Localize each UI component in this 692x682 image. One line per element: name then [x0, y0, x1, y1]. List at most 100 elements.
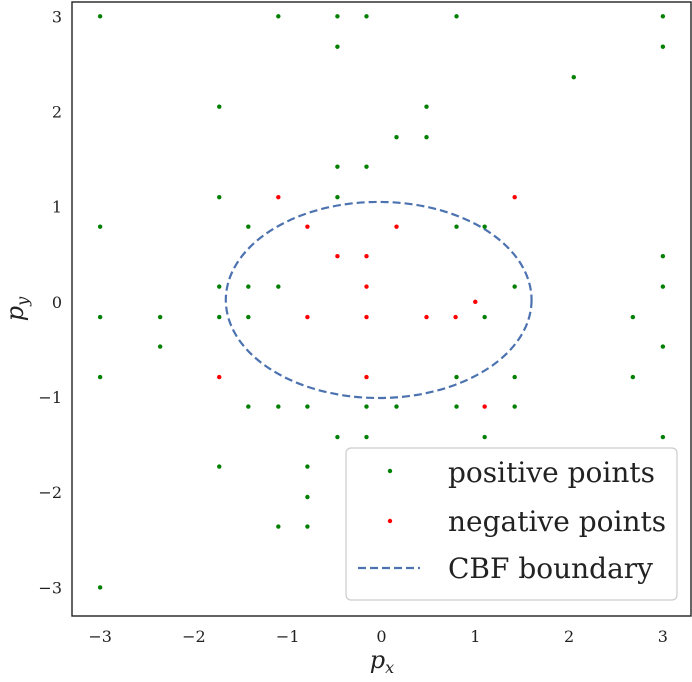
- positive-point: [660, 434, 666, 440]
- positive-point: [394, 404, 399, 409]
- positive-point: [512, 404, 517, 409]
- positive-point: [482, 314, 487, 320]
- positive-point: [512, 284, 517, 289]
- y-tick-labels: −3 −2 −1 0 1 2 3: [38, 7, 62, 597]
- x-axis-label-sub: x: [385, 658, 394, 677]
- positive-point: [217, 194, 222, 200]
- negative-point: [217, 374, 222, 380]
- positive-point: [571, 75, 576, 80]
- y-tick-label: 0: [52, 293, 62, 312]
- positive-point: [305, 494, 310, 500]
- positive-point: [630, 314, 636, 320]
- x-tick-label: 2: [564, 627, 574, 646]
- legend-frame: [345, 447, 678, 601]
- negative-point: [364, 284, 369, 289]
- positive-point: [454, 224, 459, 229]
- negative-point: [394, 224, 399, 229]
- positive-point: [217, 104, 222, 109]
- positive-point: [335, 164, 340, 169]
- positive-point: [305, 464, 310, 469]
- positive-point: [305, 404, 310, 409]
- cbf-boundary-layer: [224, 200, 533, 400]
- legend-marker-positive: [387, 468, 393, 474]
- legend-label-negative: negative points: [448, 505, 666, 538]
- x-axis-label: px: [370, 646, 394, 677]
- positive-point: [157, 344, 163, 349]
- positive-point: [305, 524, 310, 529]
- x-tick-labels: −3 −2 −1 0 1 2 3: [88, 627, 668, 646]
- positive-point: [394, 134, 399, 140]
- positive-point: [454, 374, 459, 380]
- legend-label-positive: positive points: [448, 456, 655, 489]
- positive-point: [276, 14, 281, 19]
- negative-point: [473, 299, 478, 305]
- positive-point: [246, 224, 251, 229]
- positive-point: [97, 314, 103, 320]
- x-tick-label: −3: [88, 627, 112, 646]
- cbf-boundary-ellipse: [224, 200, 533, 400]
- positive-point: [97, 224, 103, 229]
- negative-point: [364, 374, 369, 380]
- positive-point: [482, 434, 487, 440]
- positive-point: [246, 284, 251, 289]
- positive-point: [660, 344, 666, 349]
- positive-point: [482, 224, 487, 229]
- positive-point: [217, 314, 222, 320]
- x-tick-label: −2: [182, 627, 206, 646]
- positive-point: [335, 434, 340, 440]
- negative-point: [364, 314, 369, 320]
- x-tick-label: −1: [276, 627, 300, 646]
- positive-point: [157, 314, 163, 320]
- negative-point: [512, 194, 517, 200]
- positive-point: [335, 44, 340, 49]
- x-tick-label: 3: [658, 627, 668, 646]
- positive-point: [217, 284, 222, 289]
- negative-point: [453, 314, 458, 320]
- negative-point: [335, 253, 340, 259]
- positive-point: [97, 585, 103, 590]
- y-tick-label: 3: [52, 7, 62, 26]
- negative-point: [305, 224, 310, 229]
- plot-frame: [71, 1, 692, 617]
- legend-marker-negative: [387, 518, 393, 524]
- positive-point: [97, 14, 103, 19]
- negative-point: [305, 314, 310, 320]
- positive-point: [512, 374, 517, 380]
- positive-point: [660, 44, 666, 49]
- positive-point: [424, 134, 429, 140]
- negative-point: [276, 194, 281, 200]
- negative-point: [482, 404, 487, 409]
- legend: positive points negative points CBF boun…: [345, 447, 678, 601]
- series-positive-points: [97, 14, 666, 590]
- x-tick-label: 1: [470, 627, 480, 646]
- positive-point: [364, 404, 369, 409]
- positive-point: [276, 524, 281, 529]
- positive-point: [630, 374, 636, 380]
- positive-point: [364, 164, 369, 169]
- positive-point: [660, 253, 666, 259]
- points-layer: [97, 14, 666, 590]
- y-tick-label: −2: [38, 483, 62, 502]
- positive-point: [660, 14, 666, 19]
- legend-label-boundary: CBF boundary: [448, 552, 653, 585]
- positive-point: [335, 194, 340, 200]
- positive-point: [246, 404, 251, 409]
- positive-point: [276, 284, 281, 289]
- y-axis-label-sub: y: [13, 296, 32, 307]
- x-axis-label-main: p: [370, 646, 385, 674]
- positive-point: [335, 14, 340, 19]
- y-tick-label: 1: [52, 198, 62, 217]
- y-axis-label-main: p: [1, 306, 29, 321]
- positive-point: [454, 14, 459, 19]
- y-tick-label: 2: [52, 102, 62, 121]
- series-negative-points: [217, 194, 517, 409]
- positive-point: [246, 314, 251, 320]
- positive-point: [424, 104, 429, 109]
- positive-point: [364, 14, 369, 19]
- x-tick-label: 0: [376, 627, 386, 646]
- positive-point: [660, 284, 666, 289]
- y-tick-label: −1: [38, 388, 62, 407]
- y-axis-label: py: [1, 296, 32, 321]
- y-tick-label: −3: [38, 578, 62, 597]
